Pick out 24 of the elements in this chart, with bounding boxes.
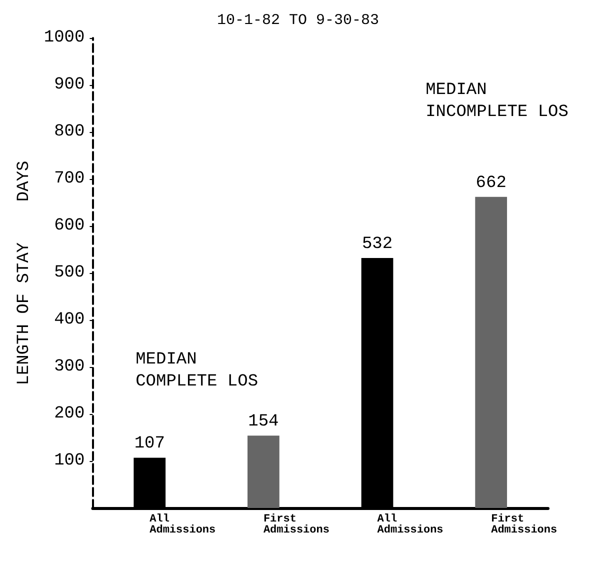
y-tick-label: 900 [54, 76, 85, 94]
y-tick-label: 200 [54, 404, 85, 424]
x-tick-label: First Admissions [491, 514, 558, 536]
data-label: 532 [362, 234, 393, 254]
data-label: 107 [134, 434, 165, 454]
y-tick-label: 500 [54, 264, 85, 282]
y-tick-label: 600 [54, 216, 85, 236]
data-label: 154 [248, 412, 279, 432]
y-tick-label: 700 [54, 170, 85, 188]
bar [248, 436, 280, 508]
x-tick-label: All Admissions [150, 514, 216, 536]
data-label: 662 [476, 174, 506, 193]
y-tick-label: 100 [54, 452, 85, 470]
y-tick-label: 400 [54, 310, 85, 330]
y-tick-label: 300 [54, 358, 85, 376]
y-tick-label: 800 [54, 122, 85, 142]
y-axis-title: LENGTH OF STAY DAYS [15, 160, 34, 386]
annotation: MEDIAN COMPLETE LOS [136, 350, 258, 392]
annotation: MEDIAN INCOMPLETE LOS [426, 81, 568, 122]
bar [475, 196, 508, 508]
x-tick-label: All Admissions [377, 514, 444, 536]
y-tick-label: 1000 [44, 28, 85, 48]
x-tick-label: First Admissions [263, 514, 330, 536]
chart-title: 10-1-82 TO 9-30-83 [216, 12, 380, 29]
